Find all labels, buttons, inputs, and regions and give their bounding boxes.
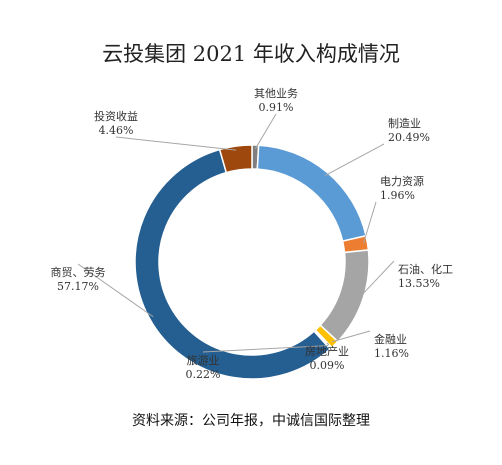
leader-line-6 <box>202 345 329 353</box>
slice-label-8: 投资收益 <box>94 109 138 123</box>
slice-label-6: 旅游业 <box>187 353 220 367</box>
leader-line-0 <box>254 113 277 150</box>
slice-value-0: 0.91% <box>259 101 294 114</box>
leader-line-5 <box>326 342 330 346</box>
leader-lines <box>77 113 395 353</box>
slice-label-0: 其他业务 <box>254 87 298 100</box>
donut-slices <box>134 144 370 380</box>
slice-value-4: 1.16% <box>374 347 409 360</box>
slice-label-1: 制造业 <box>388 116 421 130</box>
slice-label-5: 房地产业 <box>305 344 349 358</box>
slice-value-1: 20.49% <box>388 131 430 144</box>
leader-line-1 <box>324 143 385 177</box>
slice-label-3: 石油、化工 <box>398 262 453 276</box>
slice-8 <box>218 144 253 174</box>
leader-line-7 <box>77 263 154 318</box>
leader-line-2 <box>362 201 377 244</box>
chart-source-note: 资料来源：公司年报，中诚信国际整理 <box>132 413 370 429</box>
slice-1 <box>256 144 367 243</box>
leader-line-8 <box>115 136 237 151</box>
slice-label-2: 电力资源 <box>380 174 424 188</box>
slice-7 <box>134 148 332 380</box>
slice-label-7: 商贸、劳务 <box>51 265 106 279</box>
leader-line-4 <box>331 330 371 343</box>
slice-value-6: 0.22% <box>186 368 221 381</box>
leader-line-3 <box>358 260 395 299</box>
slice-value-5: 0.09% <box>310 359 345 372</box>
slice-value-2: 1.96% <box>380 189 415 202</box>
slice-value-3: 13.53% <box>398 277 440 290</box>
slice-value-8: 4.46% <box>99 124 134 137</box>
slice-value-7: 57.17% <box>57 280 99 293</box>
chart-title: 云投集团 2021 年收入构成情况 <box>102 42 400 66</box>
slice-label-4: 金融业 <box>374 332 407 346</box>
